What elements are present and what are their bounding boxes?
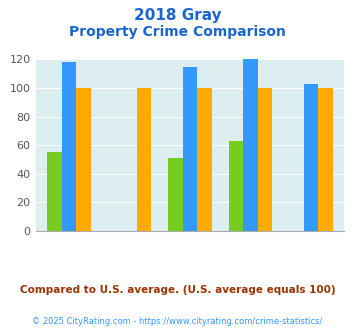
Legend: Gray, Georgia, National: Gray, Georgia, National	[48, 326, 332, 330]
Text: © 2025 CityRating.com - https://www.cityrating.com/crime-statistics/: © 2025 CityRating.com - https://www.city…	[32, 317, 323, 326]
Bar	[197, 88, 212, 231]
Bar	[168, 158, 183, 231]
Bar	[61, 62, 76, 231]
Bar	[47, 152, 61, 231]
Text: 2018 Gray: 2018 Gray	[134, 8, 221, 23]
Text: Property Crime Comparison: Property Crime Comparison	[69, 25, 286, 39]
Bar	[183, 67, 197, 231]
Bar	[258, 88, 272, 231]
Bar	[243, 59, 258, 231]
Bar	[137, 88, 151, 231]
Text: Compared to U.S. average. (U.S. average equals 100): Compared to U.S. average. (U.S. average …	[20, 285, 335, 295]
Bar	[318, 88, 333, 231]
Bar	[76, 88, 91, 231]
Bar	[304, 84, 318, 231]
Bar	[229, 141, 243, 231]
